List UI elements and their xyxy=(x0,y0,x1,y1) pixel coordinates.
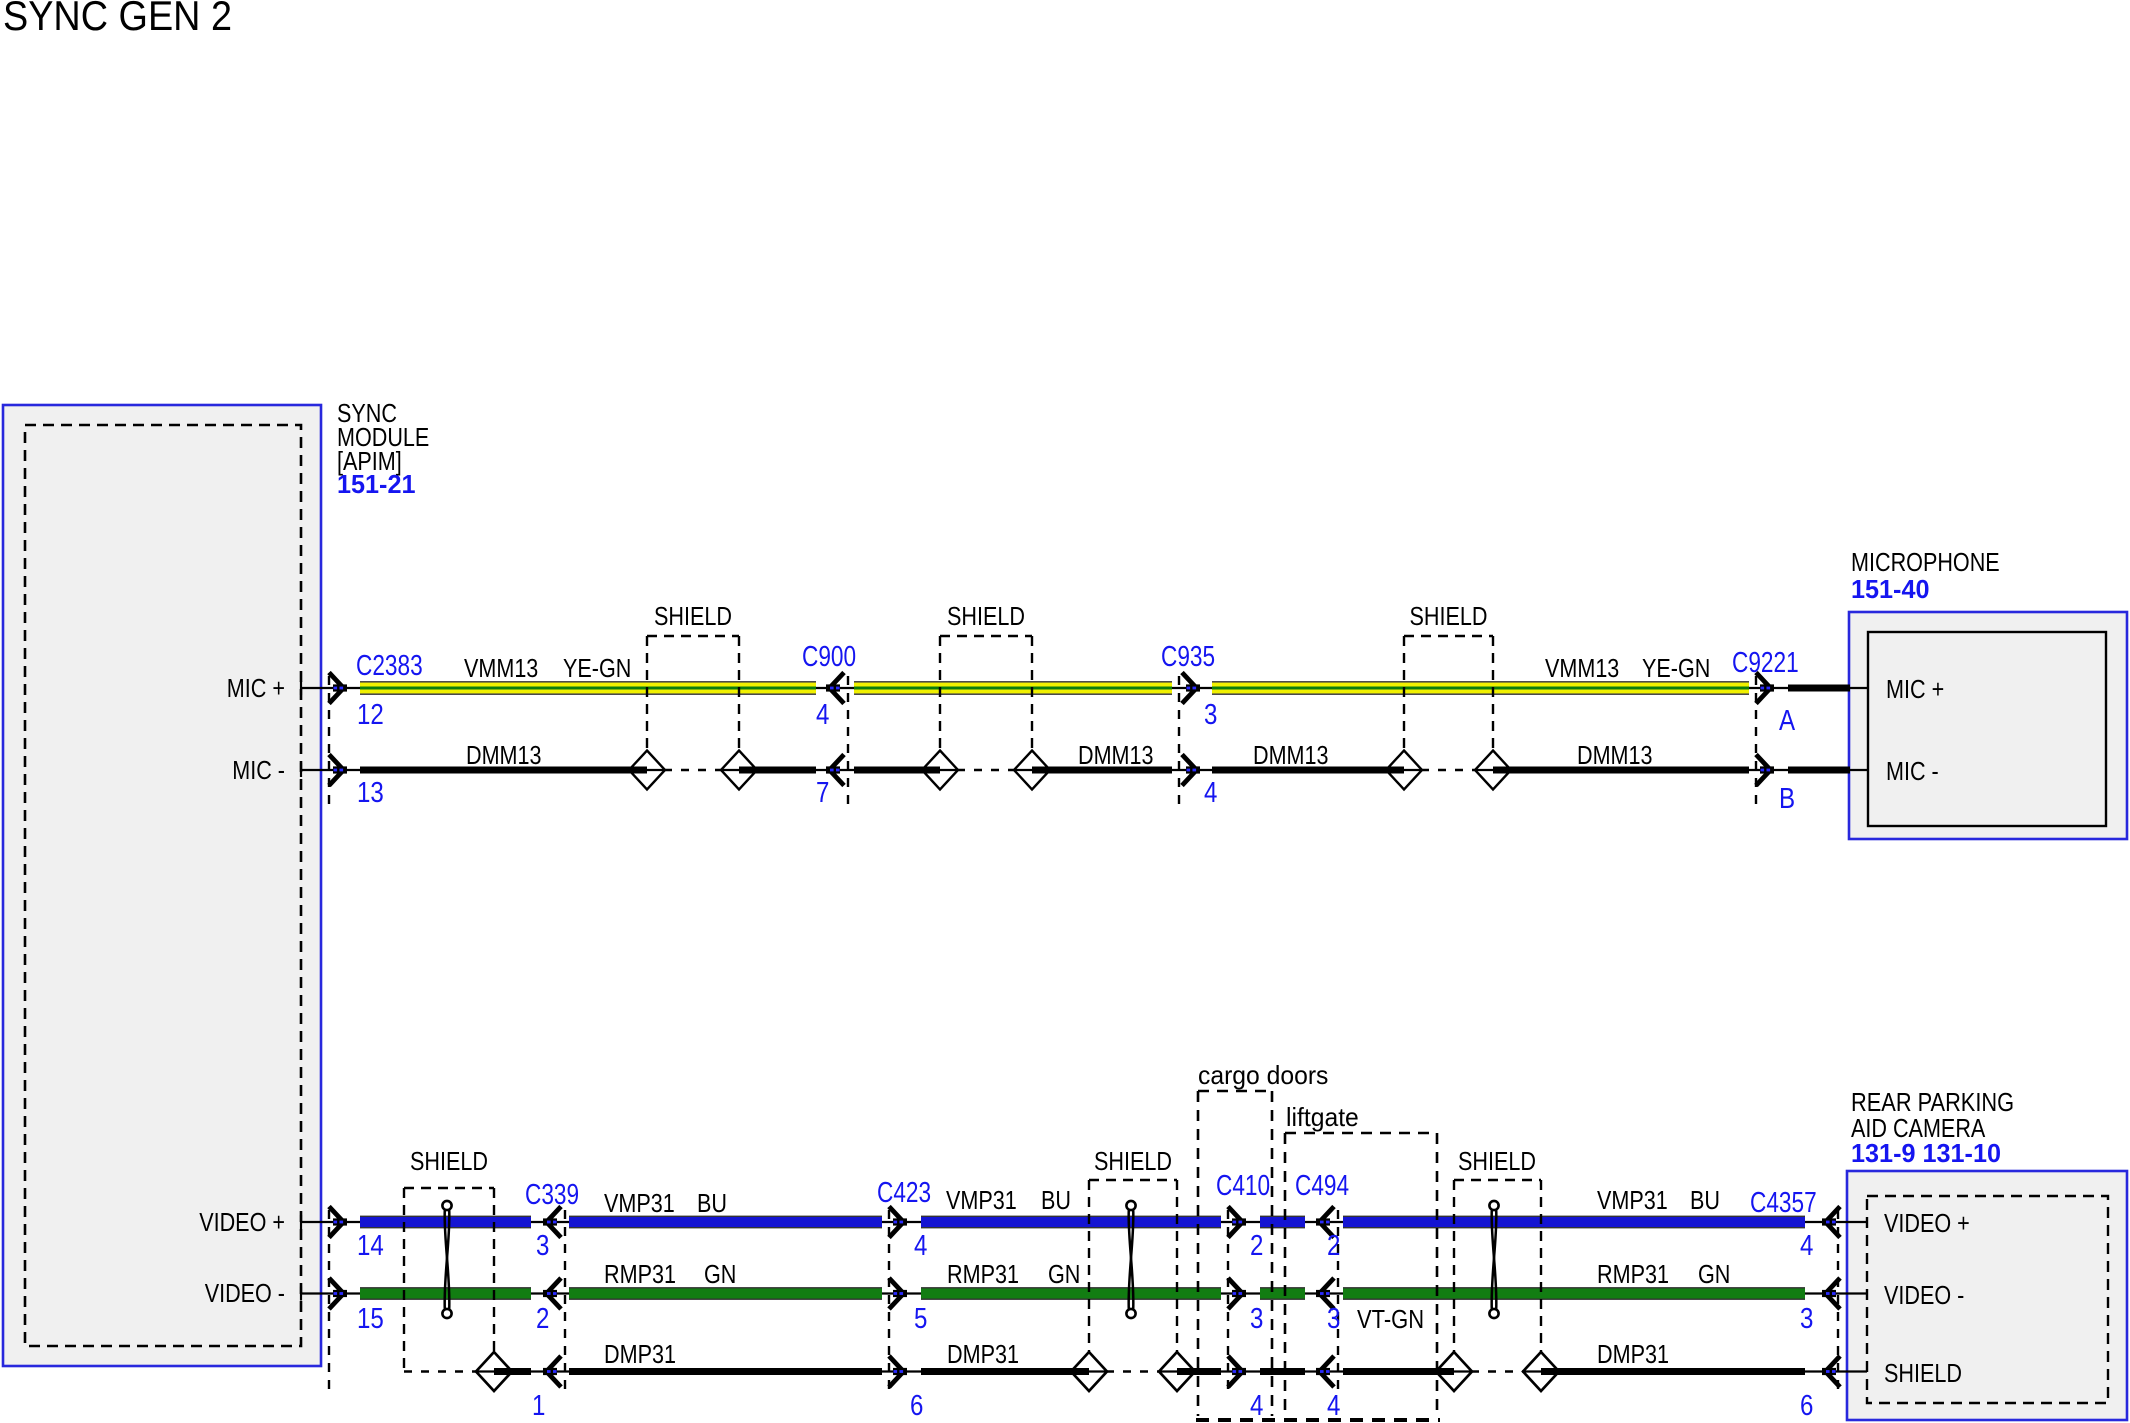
svg-text:6: 6 xyxy=(1800,1390,1813,1422)
svg-text:MICROPHONE: MICROPHONE xyxy=(1851,547,2000,577)
svg-text:3: 3 xyxy=(1204,699,1217,731)
svg-text:SHIELD: SHIELD xyxy=(947,601,1025,631)
svg-text:cargo doors: cargo doors xyxy=(1198,1060,1328,1090)
svg-text:DMP31: DMP31 xyxy=(947,1339,1019,1369)
svg-text:liftgate: liftgate xyxy=(1286,1102,1359,1132)
svg-text:2: 2 xyxy=(536,1303,549,1335)
svg-text:RMP31: RMP31 xyxy=(947,1259,1019,1289)
svg-text:RMP31: RMP31 xyxy=(1597,1259,1669,1289)
svg-text:4: 4 xyxy=(816,699,829,731)
svg-text:A: A xyxy=(1779,705,1796,737)
svg-text:GN: GN xyxy=(704,1259,736,1289)
svg-text:3: 3 xyxy=(1250,1303,1263,1335)
svg-text:MIC -: MIC - xyxy=(1886,756,1939,786)
svg-text:VIDEO +: VIDEO + xyxy=(1884,1208,1970,1238)
svg-text:SHIELD: SHIELD xyxy=(654,601,732,631)
svg-text:C2383: C2383 xyxy=(356,650,423,682)
svg-text:SHIELD: SHIELD xyxy=(1458,1146,1536,1176)
svg-text:REAR PARKING: REAR PARKING xyxy=(1851,1087,2014,1117)
svg-text:DMM13: DMM13 xyxy=(1078,740,1154,770)
svg-text:YE-GN: YE-GN xyxy=(563,653,631,683)
svg-text:151-40: 151-40 xyxy=(1851,574,1930,604)
svg-text:2: 2 xyxy=(1327,1230,1340,1262)
svg-text:B: B xyxy=(1779,783,1795,815)
svg-text:1: 1 xyxy=(532,1390,545,1422)
svg-text:4: 4 xyxy=(914,1230,927,1262)
svg-text:C423: C423 xyxy=(877,1177,931,1209)
svg-text:VMP31: VMP31 xyxy=(1597,1185,1668,1215)
svg-text:C339: C339 xyxy=(525,1179,579,1211)
svg-text:15: 15 xyxy=(357,1303,384,1335)
svg-text:C410: C410 xyxy=(1216,1170,1270,1202)
svg-text:5: 5 xyxy=(914,1303,927,1335)
svg-text:VMP31: VMP31 xyxy=(946,1185,1017,1215)
svg-text:YE-GN: YE-GN xyxy=(1642,653,1710,683)
svg-text:GN: GN xyxy=(1698,1259,1730,1289)
svg-text:VMM13: VMM13 xyxy=(464,653,538,683)
svg-text:C9221: C9221 xyxy=(1732,647,1799,679)
svg-text:VMP31: VMP31 xyxy=(604,1188,675,1218)
svg-text:MIC +: MIC + xyxy=(1886,674,1944,704)
svg-text:14: 14 xyxy=(357,1230,384,1262)
svg-text:SHIELD: SHIELD xyxy=(410,1146,488,1176)
svg-text:DMP31: DMP31 xyxy=(1597,1339,1669,1369)
svg-text:3: 3 xyxy=(1800,1303,1813,1335)
svg-text:13: 13 xyxy=(357,777,384,809)
svg-text:VIDEO -: VIDEO - xyxy=(1884,1280,1964,1310)
svg-text:SHIELD: SHIELD xyxy=(1410,601,1488,631)
svg-text:4: 4 xyxy=(1800,1230,1813,1262)
svg-text:DMM13: DMM13 xyxy=(466,740,542,770)
svg-text:4: 4 xyxy=(1204,777,1217,809)
svg-text:C935: C935 xyxy=(1161,641,1215,673)
svg-text:RMP31: RMP31 xyxy=(604,1259,676,1289)
svg-text:3: 3 xyxy=(536,1230,549,1262)
svg-text:4: 4 xyxy=(1327,1390,1340,1422)
svg-text:131-9 131-10: 131-9 131-10 xyxy=(1851,1138,2001,1168)
svg-text:MODULE: MODULE xyxy=(337,422,429,452)
svg-text:SYNC GEN 2: SYNC GEN 2 xyxy=(3,0,232,39)
svg-text:VIDEO -: VIDEO - xyxy=(205,1278,285,1308)
svg-text:BU: BU xyxy=(1690,1185,1720,1215)
svg-text:4: 4 xyxy=(1250,1390,1263,1422)
svg-text:AID CAMERA: AID CAMERA xyxy=(1851,1113,1986,1143)
svg-text:BU: BU xyxy=(1041,1185,1071,1215)
svg-text:C900: C900 xyxy=(802,641,856,673)
svg-text:MIC -: MIC - xyxy=(232,755,285,785)
svg-text:DMM13: DMM13 xyxy=(1253,740,1329,770)
svg-text:6: 6 xyxy=(910,1390,923,1422)
svg-text:7: 7 xyxy=(816,777,829,809)
svg-text:C494: C494 xyxy=(1295,1170,1349,1202)
svg-text:DMP31: DMP31 xyxy=(604,1339,676,1369)
svg-text:BU: BU xyxy=(697,1188,727,1218)
svg-text:12: 12 xyxy=(357,699,384,731)
svg-text:C4357: C4357 xyxy=(1750,1187,1817,1219)
svg-text:151-21: 151-21 xyxy=(337,469,416,499)
svg-text:DMM13: DMM13 xyxy=(1577,740,1653,770)
svg-text:3: 3 xyxy=(1327,1303,1340,1335)
svg-text:[APIM]: [APIM] xyxy=(337,446,402,476)
svg-text:GN: GN xyxy=(1048,1259,1080,1289)
svg-text:SYNC: SYNC xyxy=(337,398,397,428)
svg-text:MIC +: MIC + xyxy=(227,673,285,703)
svg-text:VIDEO +: VIDEO + xyxy=(199,1207,285,1237)
svg-text:VT-GN: VT-GN xyxy=(1357,1304,1424,1334)
svg-text:SHIELD: SHIELD xyxy=(1094,1146,1172,1176)
svg-text:VMM13: VMM13 xyxy=(1545,653,1619,683)
svg-text:SHIELD: SHIELD xyxy=(1884,1358,1962,1388)
svg-text:2: 2 xyxy=(1250,1230,1263,1262)
